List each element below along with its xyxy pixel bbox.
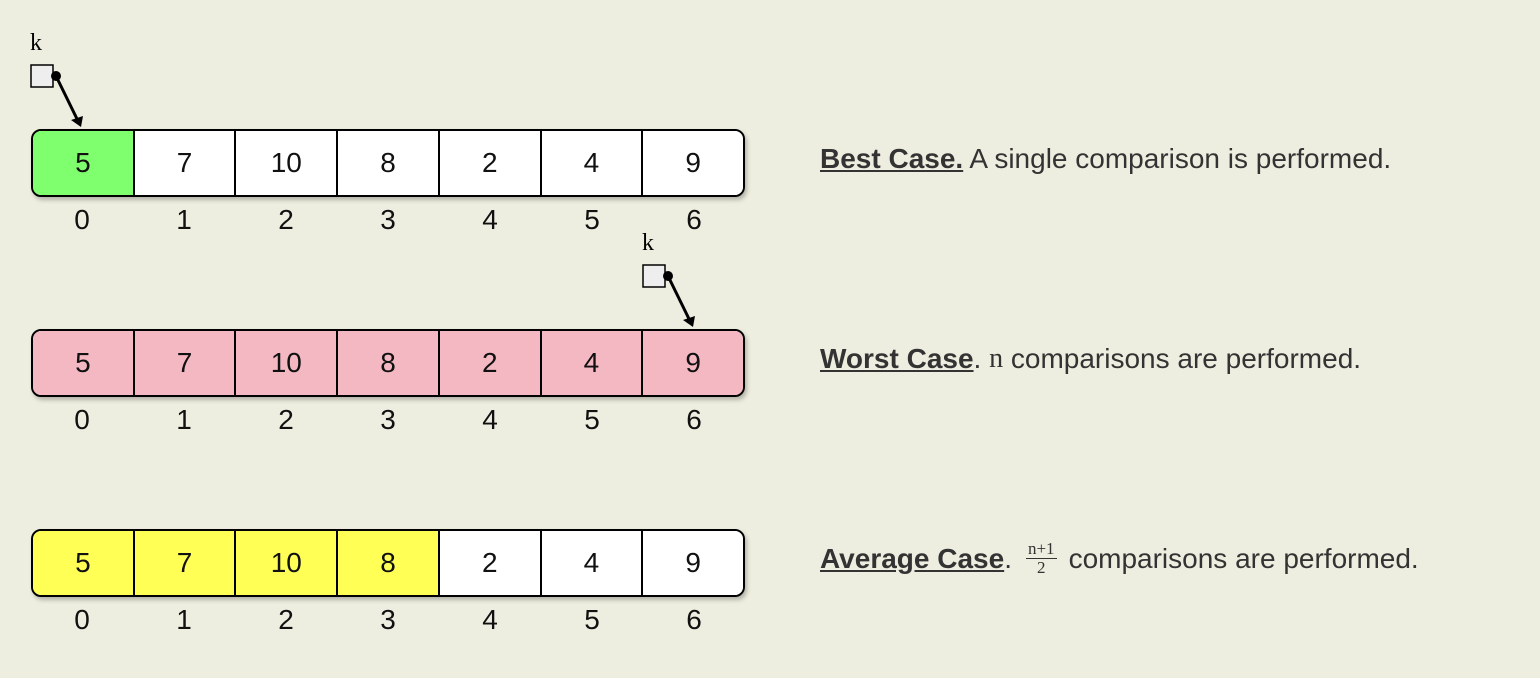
pointer-label: k xyxy=(30,30,42,56)
best-case-text: A single comparison is performed. xyxy=(963,143,1392,174)
fraction-denominator: 2 xyxy=(1037,558,1046,577)
array-cell: 7 xyxy=(134,531,237,595)
index-label: 2 xyxy=(278,204,294,235)
pointer-arrow-icon xyxy=(642,264,695,327)
array-cell: 4 xyxy=(541,531,644,595)
array-cell: 9 xyxy=(643,531,743,595)
worst-case-heading: Worst Case xyxy=(820,343,974,374)
indices-average: 0 1 2 3 4 5 6 xyxy=(31,604,745,636)
index-label: 2 xyxy=(278,604,294,635)
index-label: 1 xyxy=(176,604,192,635)
pointer-k-best: k xyxy=(28,30,98,140)
array-cell: 5 xyxy=(33,131,135,195)
array-cell: 10 xyxy=(236,331,339,395)
array-cell: 10 xyxy=(236,531,339,595)
average-case-fraction: n+1 2 xyxy=(1025,539,1057,577)
indices-worst: 0 1 2 3 4 5 6 xyxy=(31,404,745,436)
array-average: 5 7 10 8 2 4 9 xyxy=(31,529,745,597)
array-best: 5 7 10 8 2 4 9 xyxy=(31,129,745,197)
worst-case-var: n xyxy=(989,343,1004,374)
index-label: 5 xyxy=(584,204,600,235)
average-case-text: comparisons are performed. xyxy=(1068,542,1419,574)
array-cell: 8 xyxy=(338,331,440,395)
index-label: 4 xyxy=(482,404,498,435)
desc-best-case: Best Case. A single comparison is perfor… xyxy=(820,143,1391,175)
array-cell: 7 xyxy=(134,131,237,195)
worst-case-text: comparisons are performed. xyxy=(1003,343,1362,374)
array-cell: 4 xyxy=(541,331,644,395)
array-cell: 2 xyxy=(439,131,542,195)
index-label: 5 xyxy=(584,604,600,635)
pointer-k-worst: k xyxy=(640,230,710,340)
index-label: 4 xyxy=(482,604,498,635)
array-cell: 8 xyxy=(338,131,440,195)
index-label: 3 xyxy=(380,404,396,435)
index-label: 0 xyxy=(74,604,90,635)
array-cell: 10 xyxy=(236,131,339,195)
index-label: 0 xyxy=(74,404,90,435)
pointer-arrow-icon xyxy=(30,64,83,127)
pointer-label: k xyxy=(642,230,654,256)
array-cell: 5 xyxy=(33,331,135,395)
fraction-numerator: n+1 xyxy=(1025,539,1057,559)
array-cell: 8 xyxy=(338,531,440,595)
index-label: 6 xyxy=(686,204,702,235)
index-label: 3 xyxy=(380,604,396,635)
worst-case-dot: . xyxy=(973,343,990,374)
indices-best: 0 1 2 3 4 5 6 xyxy=(31,204,745,236)
average-case-dot: . xyxy=(1004,542,1012,574)
index-label: 5 xyxy=(584,404,600,435)
array-cell: 4 xyxy=(541,131,644,195)
index-label: 2 xyxy=(278,404,294,435)
index-label: 3 xyxy=(380,204,396,235)
array-cell: 5 xyxy=(33,531,135,595)
array-cell: 2 xyxy=(439,531,542,595)
index-label: 0 xyxy=(74,204,90,235)
index-label: 4 xyxy=(482,204,498,235)
best-case-heading: Best Case. xyxy=(820,143,964,174)
array-cell: 2 xyxy=(439,331,542,395)
index-label: 1 xyxy=(176,204,192,235)
index-label: 6 xyxy=(686,404,702,435)
average-case-heading: Average Case xyxy=(820,542,1005,574)
desc-average-case: Average Case . n+1 2 comparisons are per… xyxy=(820,540,1419,577)
array-worst: 5 7 10 8 2 4 9 xyxy=(31,329,745,397)
array-cell: 9 xyxy=(643,131,743,195)
array-cell: 7 xyxy=(134,331,237,395)
index-label: 1 xyxy=(176,404,192,435)
desc-worst-case: Worst Case . n comparisons are performed… xyxy=(820,343,1361,375)
index-label: 6 xyxy=(686,604,702,635)
array-cell: 9 xyxy=(643,331,743,395)
